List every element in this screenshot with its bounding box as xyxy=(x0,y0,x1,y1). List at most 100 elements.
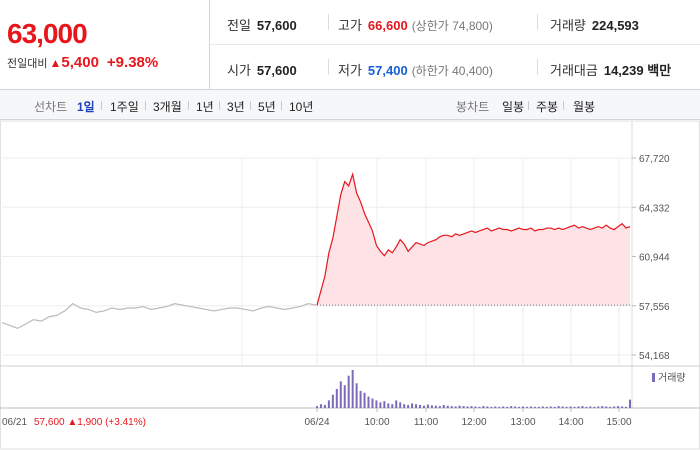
divider xyxy=(219,101,220,110)
y-tick-label: 57,556 xyxy=(639,302,670,313)
volume-bar xyxy=(371,398,374,408)
divider xyxy=(528,101,529,110)
tab-daily-candle[interactable]: 일봉 xyxy=(502,100,525,114)
volume-bar xyxy=(593,406,596,408)
prev-day-line xyxy=(1,302,317,330)
volume-bar xyxy=(498,406,501,408)
tab-monthly-candle[interactable]: 월봉 xyxy=(573,100,596,114)
stat-open: 시가 57,600 xyxy=(227,60,297,79)
stat-value: 57,600 xyxy=(256,18,297,33)
volume-bar xyxy=(462,406,465,408)
stats-panel: 전일 57,600 고가 66,600 (상한가 74,800) 거래량 224,593… xyxy=(210,0,700,90)
y-tick-label: 67,720 xyxy=(639,154,670,165)
volume-bar xyxy=(577,406,580,408)
volume-bar xyxy=(601,406,604,408)
volume-bar xyxy=(561,406,564,408)
volume-bar xyxy=(399,402,402,408)
stat-value: 224,593 xyxy=(591,18,639,33)
volume-legend-swatch xyxy=(652,373,655,382)
divider xyxy=(328,14,329,30)
prev-day-summary: 57,600 ▲1,900 (+3.41%) xyxy=(34,417,146,428)
volume-bar xyxy=(331,394,334,408)
volume-bar xyxy=(454,406,457,408)
volume-bar xyxy=(419,404,422,408)
stat-high: 고가 66,600 (상한가 74,800) xyxy=(338,15,493,34)
volume-bar xyxy=(482,406,485,408)
divider xyxy=(281,101,282,110)
volume-bar xyxy=(339,381,342,408)
stat-value: 14,239 xyxy=(603,63,644,78)
change-value: 5,400 xyxy=(61,54,99,71)
volume-bar xyxy=(383,401,386,408)
volume-bar xyxy=(573,406,576,408)
stat-value: 66,600 xyxy=(367,18,408,33)
divider xyxy=(250,101,251,110)
volume-bar xyxy=(585,406,588,408)
tab-1w[interactable]: 1주일 xyxy=(110,100,139,114)
tab-weekly-candle[interactable]: 주봉 xyxy=(536,100,559,114)
tab-3m[interactable]: 3개월 xyxy=(153,100,182,114)
stat-label: 거래대금 xyxy=(550,63,598,78)
volume-bar xyxy=(379,402,382,408)
volume-bar xyxy=(438,406,441,408)
stat-volume: 거래량 224,593 xyxy=(550,15,639,34)
volume-bar xyxy=(450,406,453,408)
volume-legend-label: 거래량 xyxy=(658,372,686,384)
volume-bar xyxy=(355,383,358,408)
volume-bar xyxy=(506,406,509,408)
stat-unit: 백만 xyxy=(647,63,672,78)
divider xyxy=(563,101,564,110)
current-price: 63,000 xyxy=(7,18,88,49)
x-tick-label: 12:00 xyxy=(461,417,486,428)
volume-bar xyxy=(510,406,513,408)
today-line xyxy=(316,172,631,306)
volume-bar xyxy=(545,406,548,408)
stat-prev-close: 전일 57,600 xyxy=(227,15,297,34)
volume-bar xyxy=(502,406,505,408)
today-area-fill xyxy=(317,174,630,306)
volume-bar xyxy=(407,404,410,408)
volume-bar xyxy=(569,406,572,408)
volume-bar xyxy=(422,405,425,408)
volume-bar xyxy=(621,406,624,408)
volume-bar xyxy=(415,404,418,408)
tab-10y[interactable]: 10년 xyxy=(289,100,314,114)
stat-low: 저가 57,400 (하한가 40,400) xyxy=(338,60,493,79)
volume-bar xyxy=(474,406,477,408)
tab-3y[interactable]: 3년 xyxy=(227,100,245,114)
volume-bar xyxy=(553,406,556,408)
volume-bar xyxy=(486,406,489,408)
volume-bar xyxy=(470,406,473,408)
divider xyxy=(145,101,146,110)
volume-bar xyxy=(597,406,600,408)
volume-bar xyxy=(466,406,469,408)
divider xyxy=(188,101,189,110)
stat-value: 57,400 xyxy=(367,63,408,78)
tab-1d[interactable]: 1일 xyxy=(77,100,95,114)
volume-bar xyxy=(537,406,540,408)
volume-bar xyxy=(522,406,525,408)
x-tick-label: 13:00 xyxy=(510,417,535,428)
divider xyxy=(537,59,538,75)
y-tick-label: 54,168 xyxy=(639,351,670,362)
volume-bar xyxy=(391,404,394,408)
y-tick-label: 64,332 xyxy=(639,203,670,214)
x-tick-label: 10:00 xyxy=(364,417,389,428)
volume-bar xyxy=(316,406,318,408)
stat-value: 57,600 xyxy=(256,63,297,78)
volume-bar xyxy=(351,370,354,408)
volume-bar xyxy=(343,385,346,408)
stats-row-1: 전일 57,600 고가 66,600 (상한가 74,800) 거래량 224,593 xyxy=(210,0,700,45)
volume-bar xyxy=(533,406,536,408)
volume-bar xyxy=(609,406,612,408)
volume-bar xyxy=(557,406,560,408)
volume-bar xyxy=(323,404,326,408)
volume-bar xyxy=(529,406,532,408)
stat-label: 고가 xyxy=(338,18,362,33)
tab-1y[interactable]: 1년 xyxy=(196,100,214,114)
tab-5y[interactable]: 5년 xyxy=(258,100,276,114)
volume-bar xyxy=(565,406,568,408)
volume-bar xyxy=(434,405,437,408)
volume-bar xyxy=(403,404,406,408)
